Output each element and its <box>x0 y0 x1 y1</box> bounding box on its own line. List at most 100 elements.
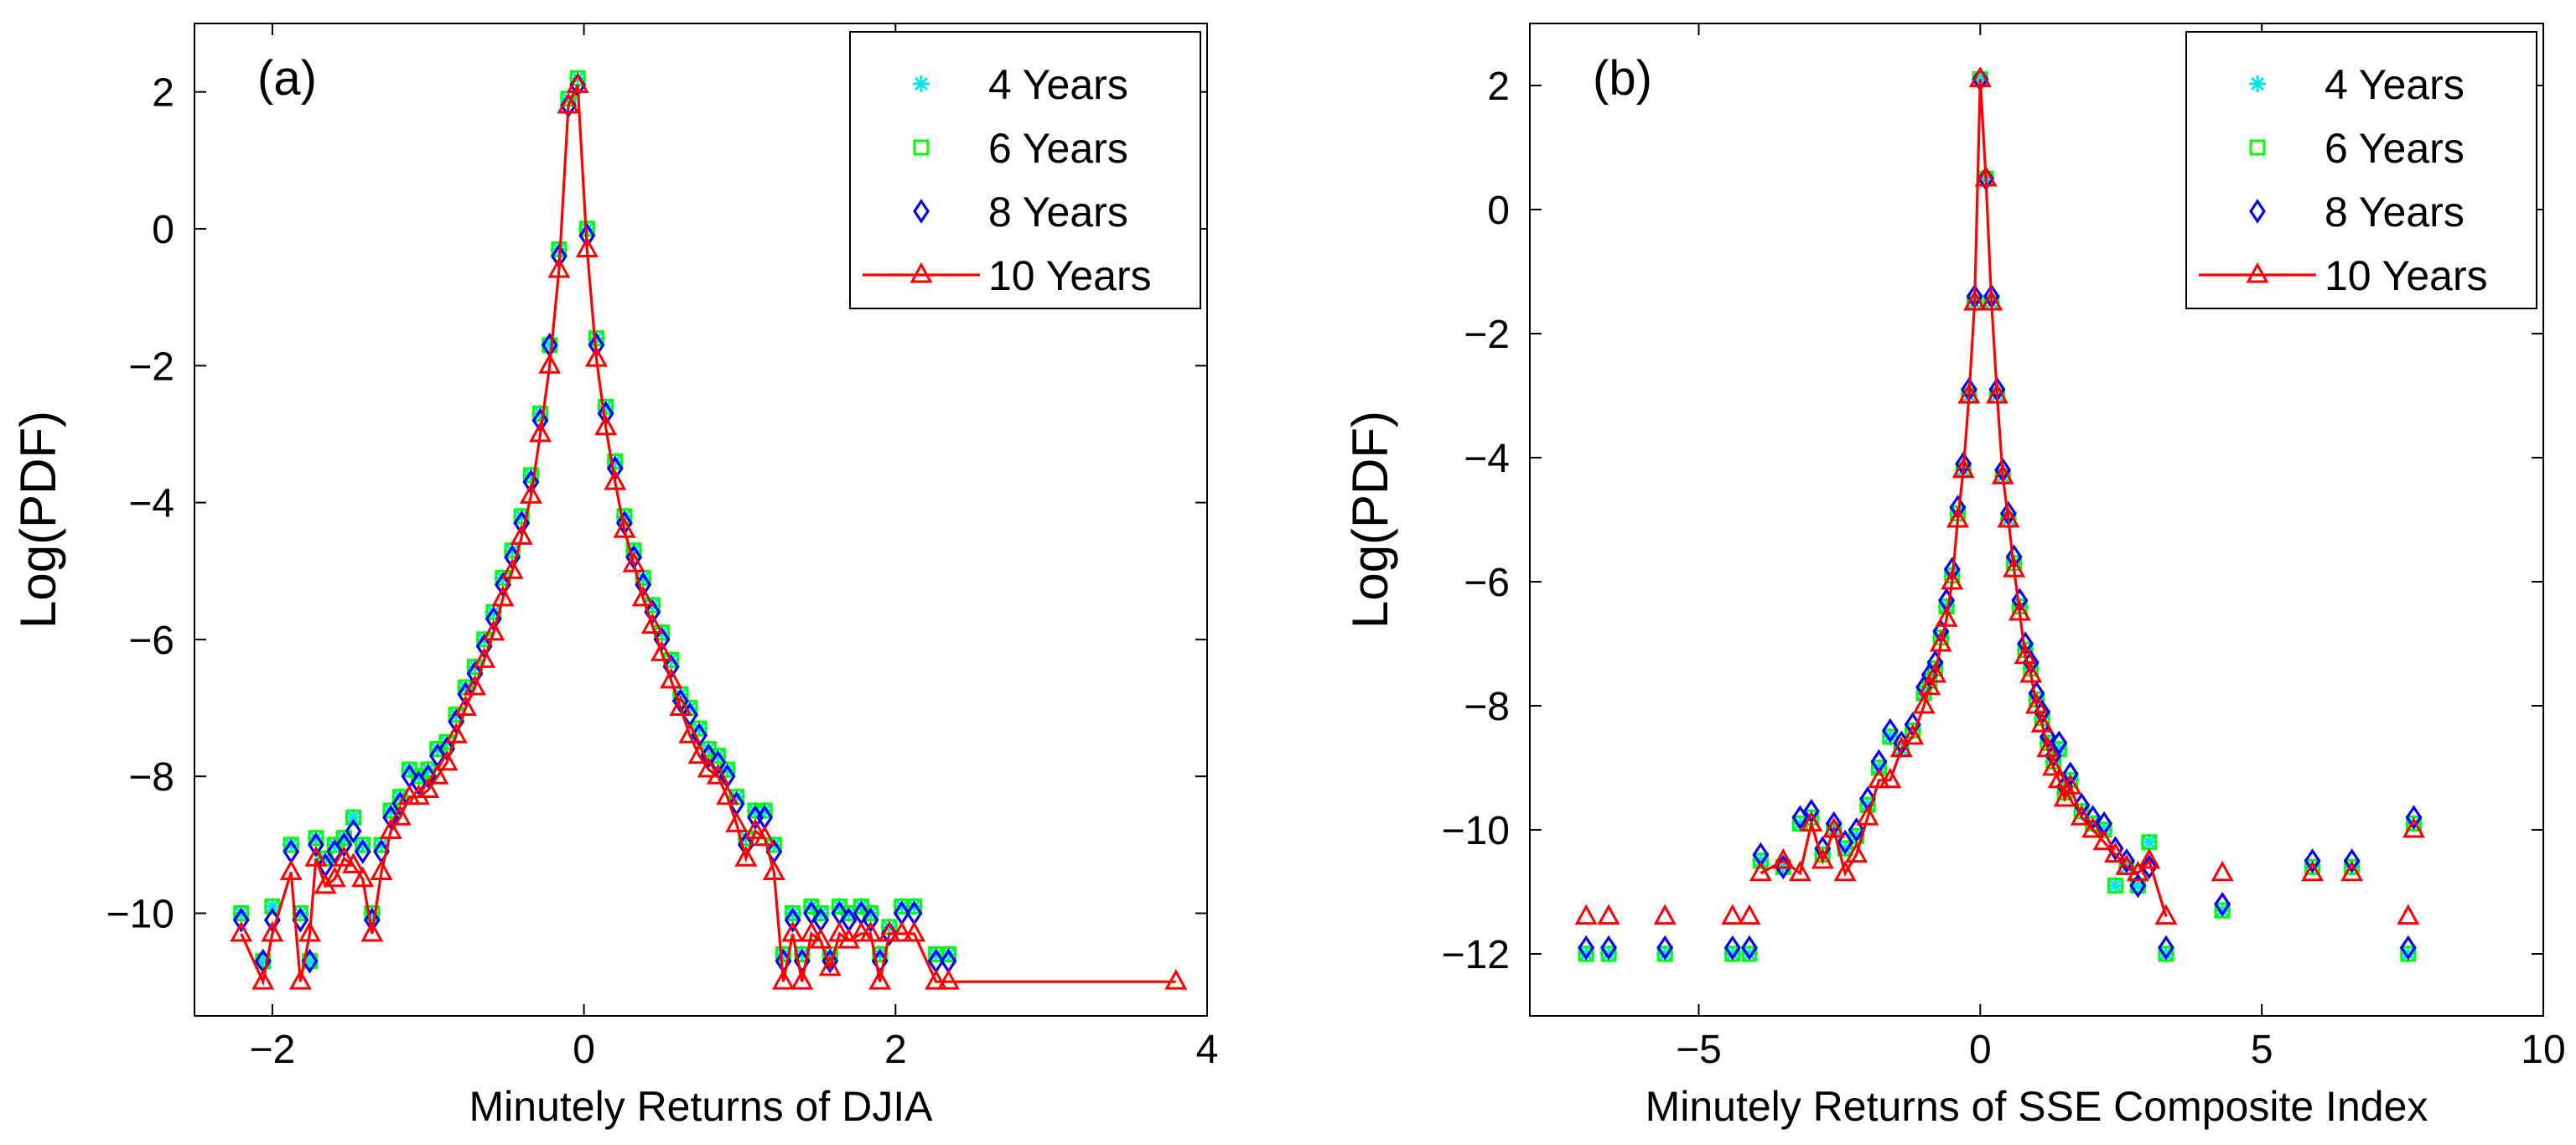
data-point-10-years <box>230 920 253 942</box>
y-axis-label: Log(PDF) <box>10 411 66 629</box>
data-point-8-years <box>2084 805 2102 831</box>
data-point-10-years <box>925 969 948 990</box>
data-point-8-years <box>2158 935 2174 961</box>
data-point-10-years <box>491 585 515 607</box>
data-point-10-years <box>781 920 805 942</box>
data-point-10-years <box>2036 736 2060 758</box>
data-point-8-years <box>2399 935 2417 961</box>
y-tick-label: 0 <box>1487 189 1510 233</box>
data-point-10-years <box>1968 66 1992 88</box>
x-tick-label: 2 <box>884 1028 907 1072</box>
y-tick-label: −6 <box>1464 561 1510 605</box>
data-point-10-years <box>251 969 275 990</box>
x-tick-label: 5 <box>2251 1028 2273 1072</box>
data-point-10-years <box>1164 969 1188 990</box>
y-tick-label: −2 <box>1464 313 1510 357</box>
panel-label: (b) <box>1593 51 1652 106</box>
data-point-6-years <box>940 946 956 963</box>
data-point-10-years <box>1912 692 1936 714</box>
data-point-10-years <box>407 784 431 806</box>
data-point-10-years <box>753 825 776 847</box>
data-point-6-years <box>355 837 371 853</box>
data-point-8-years <box>2405 805 2423 831</box>
legend-marker-square <box>913 139 930 156</box>
data-point-10-years <box>1845 842 1869 863</box>
data-point-10-years <box>1997 506 2020 528</box>
legend-label: 8 Years <box>988 189 1128 236</box>
y-tick-label: −8 <box>128 755 174 800</box>
data-point-10-years <box>482 619 505 641</box>
data-point-10-years-isolated- <box>1574 904 1598 925</box>
data-point-10-years <box>1929 630 1952 652</box>
legend-label: 4 Years <box>988 61 1128 108</box>
data-point-10-years <box>2126 860 2149 882</box>
data-point-10-years <box>1879 767 1902 789</box>
data-point-10-years <box>1889 736 1913 758</box>
data-point-10-years <box>575 236 599 257</box>
legend-label: 8 Years <box>2325 189 2465 236</box>
data-point-10-years-isolated- <box>1653 904 1677 925</box>
data-point-10-years <box>1935 606 1958 627</box>
data-point-10-years <box>454 695 477 717</box>
data-point-10-years <box>2059 774 2082 795</box>
series-10-years-isolated- <box>1574 816 2426 925</box>
data-point-10-years <box>510 524 533 545</box>
data-point-6-years <box>598 398 614 415</box>
data-point-10-years <box>604 469 627 490</box>
data-point-10-years <box>304 846 328 867</box>
data-point-6-years <box>532 405 549 422</box>
data-point-10-years <box>342 852 365 873</box>
data-point-6-years <box>364 905 381 922</box>
series-10-years <box>230 72 1188 990</box>
data-point-8-years <box>232 907 250 933</box>
data-point-10-years <box>538 353 562 374</box>
data-point-10-years <box>613 517 636 538</box>
data-point-10-years <box>500 558 524 579</box>
panel-b: −5 0 5 10 2 0 −2 −4 −6 −8 −10 −12 Minutely Returns o… <box>1342 23 2566 1130</box>
data-point-6-years <box>522 467 539 484</box>
data-point-10-years <box>650 640 674 661</box>
data-point-10-years <box>2070 805 2093 826</box>
data-point-6-years <box>2400 946 2417 962</box>
data-point-10-years <box>2115 854 2138 875</box>
data-point-10-years <box>529 421 552 443</box>
data-point-10-years <box>323 866 346 888</box>
x-axis-label: Minutely Returns of DJIA <box>469 1083 934 1130</box>
data-point-10-years <box>669 695 692 717</box>
data-point-10-years <box>1867 767 1890 789</box>
data-point-8-years <box>1600 935 1617 961</box>
data-point-10-years-isolated- <box>2301 860 2325 882</box>
data-point-10-years <box>351 866 375 888</box>
panel-a: −2 0 2 4 2 0 −2 −4 −6 −8 −10 Minutely Returns of DJ… <box>10 23 1218 1130</box>
data-point-8-years <box>2129 873 2147 899</box>
data-point-8-years <box>2214 891 2231 917</box>
data-point-10-years <box>622 551 645 572</box>
data-point-8-years <box>2304 848 2321 873</box>
data-point-10-years <box>1833 860 1857 882</box>
data-point-6-years <box>233 905 250 922</box>
y-tick-label: −12 <box>1442 933 1510 977</box>
data-point-8-years <box>1848 817 1865 842</box>
y-tick-label: 2 <box>1487 65 1510 109</box>
data-point-6-years <box>2406 816 2423 832</box>
data-point-10-years <box>1856 805 1879 826</box>
legend: 4 Years 6 Years 8 Years 10 Years <box>849 31 1201 309</box>
data-point-8-years <box>1791 805 1809 831</box>
data-point-6-years <box>308 830 324 847</box>
data-point-10-years <box>827 920 851 942</box>
data-point-8-years <box>345 818 362 844</box>
data-point-6-years <box>1859 796 1876 813</box>
data-point-10-years <box>790 969 814 990</box>
data-point-10-years <box>547 256 571 278</box>
data-point-10-years <box>1985 382 2009 404</box>
data-point-8-years <box>335 832 353 857</box>
data-point-6-years <box>2214 902 2231 919</box>
plot-area <box>1574 66 2426 962</box>
legend-label: 10 Years <box>2325 252 2488 299</box>
legend-marker-diamond <box>2249 199 2266 224</box>
data-point-10-years <box>1918 674 1941 696</box>
data-point-10-years <box>2008 599 2031 621</box>
legend-label: 6 Years <box>2325 125 2465 172</box>
data-point-10-years <box>279 859 303 881</box>
